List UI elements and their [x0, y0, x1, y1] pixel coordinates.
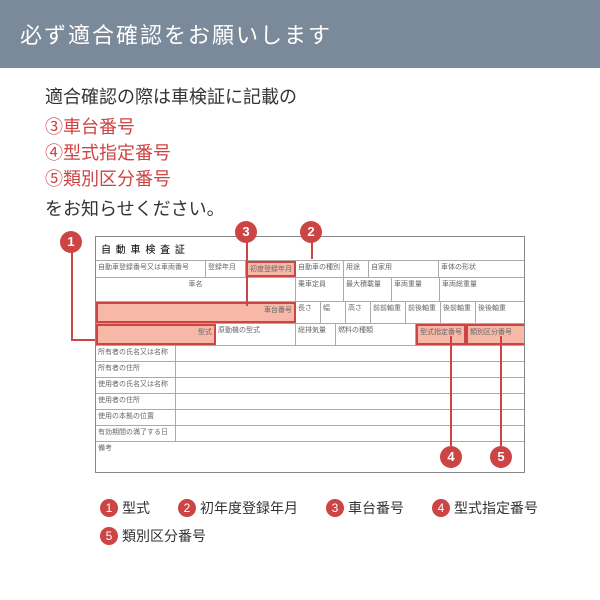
outro-text: をお知らせください。 — [45, 195, 555, 221]
f-regdate: 登録年月 — [206, 261, 246, 277]
line-3 — [246, 241, 248, 306]
f-fr: 前後軸重 — [406, 302, 441, 323]
f-hgt: 高さ — [346, 302, 371, 323]
f-user: 使用者の氏名又は名称 — [96, 378, 176, 393]
line-2 — [311, 241, 313, 259]
line-1h — [71, 339, 95, 341]
intro-text: 適合確認の際は車検証に記載の — [45, 83, 555, 109]
legend-4: 4型式指定番号 — [432, 498, 538, 518]
legend-5: 5類別区分番号 — [100, 526, 206, 546]
line-5 — [500, 336, 502, 446]
f-ff: 前前軸重 — [371, 302, 406, 323]
f-reg: 自動車登録番号又は車両番号 — [96, 261, 206, 277]
f-wid: 幅 — [321, 302, 346, 323]
callout-3: 3 — [235, 221, 257, 243]
f-base: 使用の本拠の位置 — [96, 410, 176, 425]
f-use: 用途 — [344, 261, 369, 277]
f-weight: 車両重量 — [392, 278, 440, 301]
legend-2: 2初年度登録年月 — [178, 498, 298, 518]
vehicle-inspection-doc: 自 動 車 検 査 証 自動車登録番号又は車両番号 登録年月 初度登録年月 自動… — [95, 236, 525, 473]
f-expire: 有効期間の満了する日 — [96, 426, 176, 441]
legend-3: 3車台番号 — [326, 498, 404, 518]
legend-1: 1型式 — [100, 498, 150, 518]
callout-1: 1 — [60, 231, 82, 253]
f-load: 最大積載量 — [344, 278, 392, 301]
f-firstreg: 初度登録年月 — [246, 261, 296, 277]
line-1v — [71, 242, 73, 340]
f-modelnum: 型式指定番号 — [416, 324, 466, 345]
f-len: 長さ — [296, 302, 321, 323]
f-gross: 車両総重量 — [440, 278, 524, 301]
f-shape: 車体の形状 — [439, 261, 524, 277]
f-cap: 乗車定員 — [296, 278, 344, 301]
diagram: 1 2 3 4 5 自 動 車 検 査 証 自動車登録番号又は車両番号 登録年月… — [45, 236, 555, 473]
f-engine: 原動機の型式 — [216, 324, 296, 345]
f-rf: 後前軸重 — [441, 302, 476, 323]
f-disp: 総排気量 — [296, 324, 336, 345]
f-owner: 所有者の氏名又は名称 — [96, 346, 176, 361]
f-owneraddr: 所有者の住所 — [96, 362, 176, 377]
line-4 — [450, 336, 452, 446]
f-chassis: 車台番号 — [96, 302, 296, 323]
legend: 1型式 2初年度登録年月 3車台番号 4型式指定番号 5類別区分番号 — [45, 498, 555, 546]
callout-2: 2 — [300, 221, 322, 243]
f-model: 型式 — [96, 324, 216, 345]
f-fuel: 燃料の種類 — [336, 324, 416, 345]
f-remarks: 備考 — [96, 442, 114, 472]
content: 適合確認の際は車検証に記載の ③車台番号 ④型式指定番号 ⑤類別区分番号 をお知… — [0, 68, 600, 561]
f-catnum: 類別区分番号 — [466, 324, 524, 345]
f-useraddr: 使用者の住所 — [96, 394, 176, 409]
item-4: ④型式指定番号 — [45, 139, 555, 165]
item-5: ⑤類別区分番号 — [45, 165, 555, 191]
item-3: ③車台番号 — [45, 113, 555, 139]
callout-4: 4 — [440, 446, 462, 468]
f-rr: 後後軸重 — [476, 302, 524, 323]
callout-5: 5 — [490, 446, 512, 468]
page-header: 必ず適合確認をお願いします — [0, 0, 600, 68]
f-private: 自家用 — [369, 261, 439, 277]
f-type: 自動車の種別 — [296, 261, 344, 277]
f-name: 車名 — [96, 278, 296, 301]
